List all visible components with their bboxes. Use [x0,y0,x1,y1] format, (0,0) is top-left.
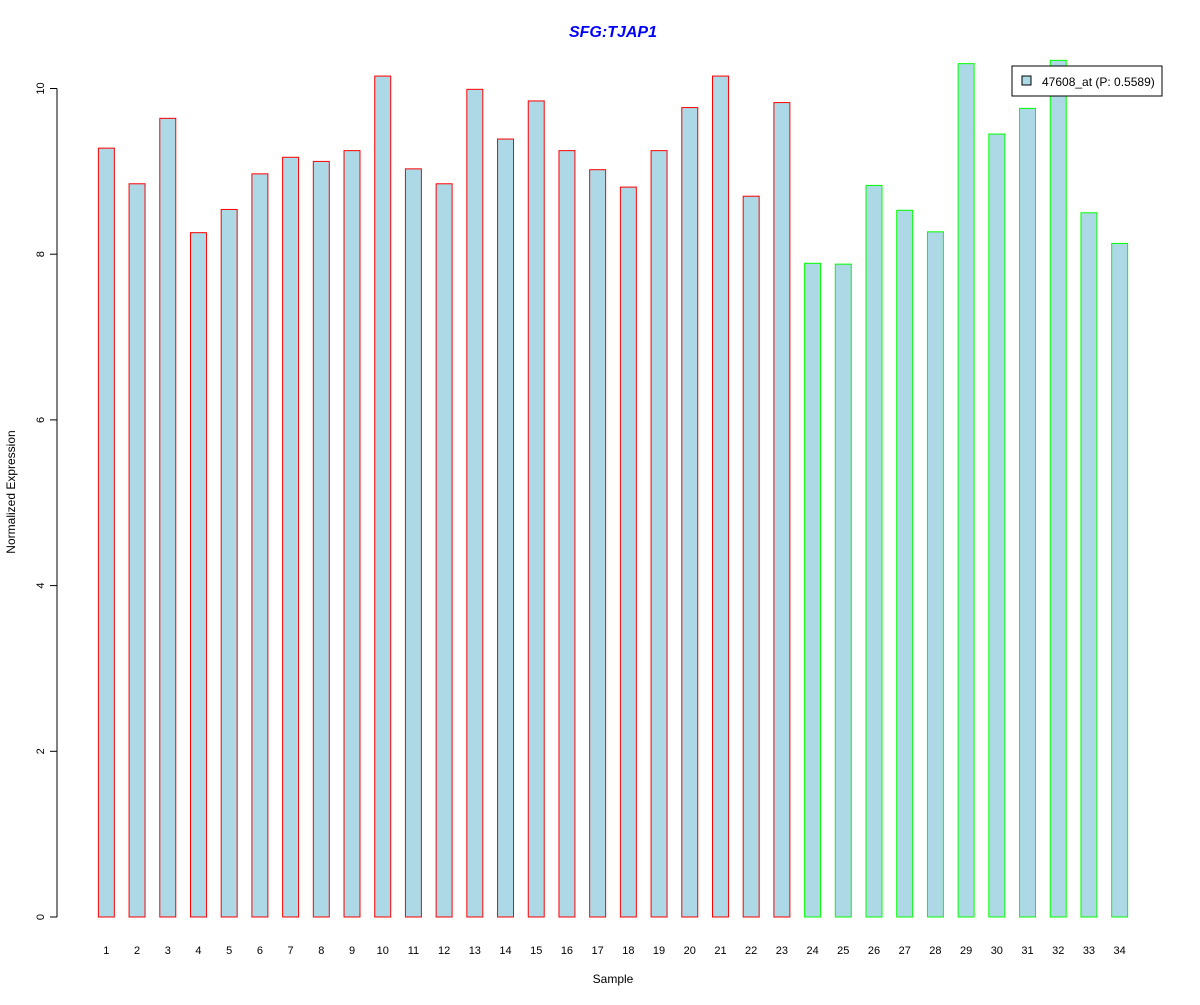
bar-sample-9 [343,150,361,918]
bar-sample-31 [1019,107,1037,918]
x-axis-label: Sample [593,972,634,986]
x-tick-label: 15 [530,945,542,957]
bar-sample-3 [159,117,177,918]
x-tick-label: 32 [1052,945,1064,957]
x-tick-label: 34 [1114,945,1126,957]
x-tick-label: 25 [837,945,849,957]
x-tick-label: 24 [806,945,818,957]
bar-sample-27 [896,209,914,918]
x-tick-label: 5 [226,945,232,957]
bar-sample-32 [1049,59,1067,918]
bar-sample-21 [711,75,729,918]
y-tick-label: 6 [35,417,47,423]
x-tick-label: 6 [257,945,263,957]
x-tick-label: 4 [195,945,201,957]
bar-sample-2 [128,183,146,918]
x-tick-label: 20 [684,945,696,957]
bar-series [97,59,1129,918]
x-tick-label: 16 [561,945,573,957]
bar-sample-1 [97,147,115,918]
x-tick-label: 3 [165,945,171,957]
bar-sample-22 [742,195,760,918]
bar-sample-17 [589,169,607,918]
x-tick-label: 2 [134,945,140,957]
y-tick-label: 8 [35,251,47,257]
x-tick-label: 9 [349,945,355,957]
x-tick-label: 13 [469,945,481,957]
bar-sample-8 [312,160,330,918]
bar-sample-19 [650,150,668,918]
x-tick-label: 31 [1021,945,1033,957]
x-tick-label: 14 [499,945,511,957]
bar-sample-10 [374,75,392,918]
x-tick-label: 11 [408,945,419,957]
legend-swatch [1021,75,1032,86]
bar-sample-20 [681,107,699,918]
x-tick-label: 22 [745,945,757,957]
bar-sample-25 [834,263,852,918]
legend: 47608_at (P: 0.5589) [1011,65,1163,97]
x-tick-label: 18 [622,945,634,957]
bar-sample-7 [282,156,300,918]
x-tick-label: 29 [960,945,972,957]
bar-sample-28 [926,231,944,918]
x-tick-label: 30 [991,945,1003,957]
x-tick-label: 26 [868,945,880,957]
bar-sample-23 [773,102,791,918]
x-tick-label: 8 [318,945,324,957]
x-tick-label: 28 [929,945,941,957]
x-tick-label: 19 [653,945,665,957]
bar-sample-15 [527,100,545,918]
bar-sample-30 [988,133,1006,918]
y-axis-label: Normalized Expression [4,430,18,553]
chart-title: SFG:TJAP1 [569,24,657,41]
bar-sample-13 [466,88,484,918]
bar-sample-14 [497,138,515,918]
x-tick-label: 12 [438,945,450,957]
bar-sample-12 [435,183,453,918]
x-tick-label: 17 [592,945,604,957]
x-tick-label: 23 [776,945,788,957]
y-tick-label: 10 [35,82,47,94]
bar-sample-6 [251,173,269,918]
bar-sample-33 [1080,212,1098,918]
bar-sample-18 [619,186,637,918]
bar-sample-5 [220,208,238,918]
bar-sample-29 [957,63,975,918]
y-axis: 0 2 4 6 8 10 [35,82,58,920]
bar-sample-16 [558,150,576,918]
legend-box [1011,65,1163,97]
x-tick-label: 7 [288,945,294,957]
x-tick-label: 10 [377,945,389,957]
bar-sample-11 [404,168,422,918]
bar-sample-26 [865,184,883,918]
bar-sample-34 [1111,242,1129,918]
x-tick-label: 27 [899,945,911,957]
y-tick-label: 4 [35,583,47,589]
y-tick-label: 2 [35,748,47,754]
x-tick-label: 1 [103,945,109,957]
x-tick-label: 33 [1083,945,1095,957]
x-tick-label: 21 [714,945,726,957]
legend-entry-label: 47608_at (P: 0.5589) [1042,75,1155,89]
x-axis-tick-labels: 1 2 3 4 5 6 7 8 9 10 11 12 13 14 15 16 17 18 19 20 21 22 23 24 2… [103,945,1125,957]
y-tick-label: 0 [35,914,47,920]
bar-sample-4 [189,232,207,918]
bar-sample-24 [804,262,822,918]
